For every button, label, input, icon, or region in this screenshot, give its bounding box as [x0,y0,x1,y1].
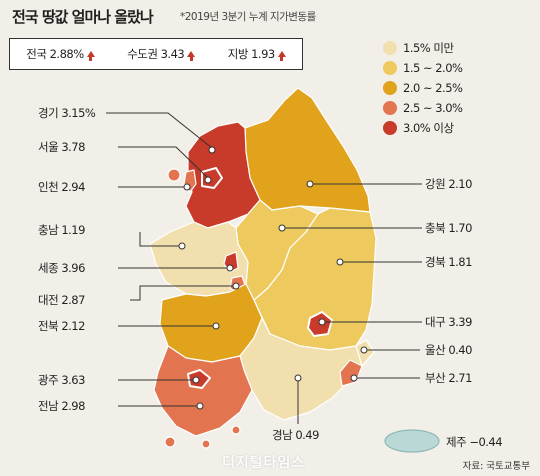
legend-item: 1.5% 미만 [383,38,462,58]
source-note: 자료: 국토교통부 [462,461,530,472]
leader-dot [208,146,216,154]
leader-dot [183,183,191,191]
leader-dots [178,146,368,410]
leader-dot [306,180,314,188]
subtitle: *2019년 3분기 누계 지가변동률 [180,11,316,23]
label-gangwon: 강원 2.10 [425,177,472,191]
label-jeonbuk: 전북 2.12 [38,319,85,333]
leader-lines [106,112,422,424]
region-jeonnam-island [201,439,211,449]
legend-label: 1.5 ~ 2.0% [403,61,463,75]
label-daegu: 대구 3.39 [425,315,472,329]
legend-item: 2.0 ~ 2.5% [383,78,463,98]
summary-national-label: 전국 2.88% [26,47,84,61]
leader-dot [318,318,326,326]
leader-dot [178,242,186,250]
region-jeonnam [153,345,253,437]
legend-label: 2.0 ~ 2.5% [403,81,463,95]
leader-dot [226,264,234,272]
label-chungnam: 충남 1.19 [38,223,85,237]
summary-capital: 수도권 3.43 [127,46,196,62]
watermark: 디지털타임스 [222,455,306,471]
legend-swatch-dot [383,61,397,75]
region-jeonnam-island [164,436,176,448]
label-gyeonggi: 경기 3.15% [38,106,96,120]
region-incheon-island [167,168,181,182]
label-gyeongnam: 경남 0.49 [272,428,319,442]
leader-dot [196,402,204,410]
summary-national: 전국 2.88% [26,46,95,62]
legend-item: 1.5 ~ 2.0% [383,58,463,78]
leader-line-gyeonggi [106,112,213,149]
page-title: 전국 땅값 얼마나 올랐나 [12,8,154,26]
label-sejong: 세종 3.96 [38,261,85,275]
legend-swatch-dot [383,41,397,55]
legend-label: 2.5 ~ 3.0% [403,101,463,115]
label-ulsan: 울산 0.40 [425,343,472,357]
leader-dot [204,176,212,184]
summary-capital-label: 수도권 3.43 [127,47,185,61]
label-chungbuk: 충북 1.70 [425,221,472,235]
arrow-up-icon [277,51,286,61]
leader-line-chungnam [139,232,180,247]
label-gyeongbuk: 경북 1.81 [425,255,472,269]
label-jeonnam: 전남 2.98 [38,399,85,413]
summary-provinces-label: 지방 1.93 [227,47,275,61]
legend-swatch-dot [383,81,397,95]
legend-label: 3.0% 이상 [403,121,454,135]
legend: 1.5% 미만 1.5 ~ 2.0% 2.0 ~ 2.5% 2.5 ~ 3.0%… [383,38,463,138]
leader-dot [350,374,358,382]
label-gwangju: 광주 3.63 [38,373,85,387]
leader-line-daejeon [130,285,236,301]
region-gangwon [244,87,371,213]
leader-line-seoul [118,146,209,179]
leader-dot [294,374,302,382]
label-incheon: 인천 2.94 [38,180,85,194]
leader-dot [192,376,200,384]
label-jeju: 제주 −0.44 [446,435,503,449]
label-daejeon: 대전 2.87 [38,293,85,307]
label-seoul: 서울 3.78 [38,140,85,154]
legend-item: 2.5 ~ 3.0% [383,98,463,118]
leader-dot [212,322,220,330]
region-jeonnam-island [231,425,241,435]
leader-dot [336,258,344,266]
region-jeju [384,429,440,453]
summary-box: 전국 2.88% 수도권 3.43 지방 1.93 [9,38,303,70]
legend-swatch-dot [383,101,397,115]
leader-dot [360,346,368,354]
arrow-up-icon [187,51,196,61]
legend-item: 3.0% 이상 [383,118,462,138]
summary-provinces: 지방 1.93 [228,46,286,62]
legend-swatch-dot [383,121,397,135]
arrow-up-icon [86,51,95,61]
leader-dot [278,224,286,232]
label-busan: 부산 2.71 [425,371,472,385]
leader-dot [232,282,240,290]
legend-label: 1.5% 미만 [403,41,454,55]
